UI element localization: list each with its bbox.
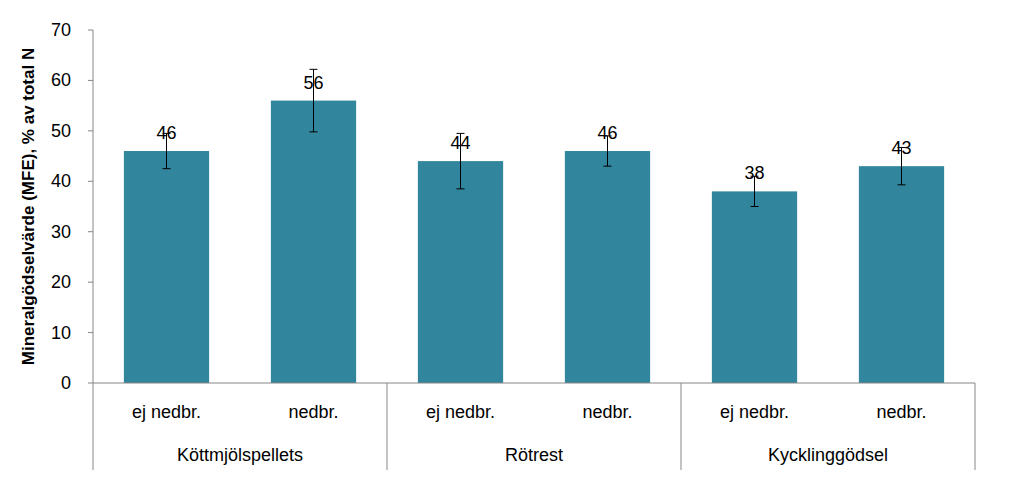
- x-tick-label: ej nedbr.: [720, 402, 789, 422]
- y-tick-label: 20: [51, 272, 71, 292]
- y-tick: [88, 383, 93, 384]
- bar: [859, 166, 944, 383]
- y-tick: [88, 80, 93, 81]
- x-tick-label: nedbr.: [582, 402, 632, 422]
- x-tick-label: ej nedbr.: [426, 402, 495, 422]
- y-axis-label: Mineralgödselvärde (MFE), % av total N: [19, 48, 38, 365]
- y-tick: [88, 181, 93, 182]
- chart-svg: 0 10 20 30 40 50 60 70 Mineralgödselvärde (MFE),…: [0, 0, 1024, 489]
- y-tick: [88, 30, 93, 31]
- error-bar-cap: [310, 69, 318, 70]
- data-label: 38: [744, 163, 764, 183]
- error-bar-cap: [751, 206, 759, 207]
- bar: [712, 191, 797, 383]
- y-tick: [88, 231, 93, 232]
- error-bar-cap: [898, 184, 906, 185]
- y-tick-label: 10: [51, 323, 71, 343]
- data-label: 43: [891, 138, 911, 158]
- bar: [124, 151, 209, 383]
- y-axis-line: [93, 30, 94, 383]
- group-label: Köttmjölspellets: [177, 445, 303, 465]
- error-bar-cap: [163, 168, 171, 169]
- data-label: 44: [450, 133, 470, 153]
- group-label: Kycklinggödsel: [768, 445, 888, 465]
- error-bar-cap: [310, 131, 318, 132]
- y-tick-label: 30: [51, 222, 71, 242]
- y-tick: [88, 130, 93, 131]
- chart-container: 0 10 20 30 40 50 60 70 Mineralgödselvärde (MFE),…: [0, 0, 1024, 489]
- x-tick-label: ej nedbr.: [132, 402, 201, 422]
- y-tick-label: 70: [51, 20, 71, 40]
- bars: [124, 69, 944, 383]
- group-separator: [681, 383, 682, 470]
- y-tick-label: 40: [51, 171, 71, 191]
- y-tick-label: 0: [61, 373, 71, 393]
- bar: [271, 101, 356, 383]
- x-axis-line: [93, 383, 975, 384]
- x-tick-label: nedbr.: [288, 402, 338, 422]
- y-tick: [88, 332, 93, 333]
- group-separator: [387, 383, 388, 470]
- x-tick-label: nedbr.: [876, 402, 926, 422]
- error-bar-cap: [457, 188, 465, 189]
- bar: [418, 161, 503, 383]
- group-label: Rötrest: [505, 445, 563, 465]
- error-bar-cap: [604, 166, 612, 167]
- data-label: 46: [597, 123, 617, 143]
- y-tick-label: 50: [51, 121, 71, 141]
- data-label: 56: [303, 73, 323, 93]
- y-tick: [88, 282, 93, 283]
- data-label: 46: [156, 123, 176, 143]
- bar: [565, 151, 650, 383]
- group-separator: [93, 383, 94, 470]
- group-separator: [975, 383, 976, 470]
- y-tick-label: 60: [51, 70, 71, 90]
